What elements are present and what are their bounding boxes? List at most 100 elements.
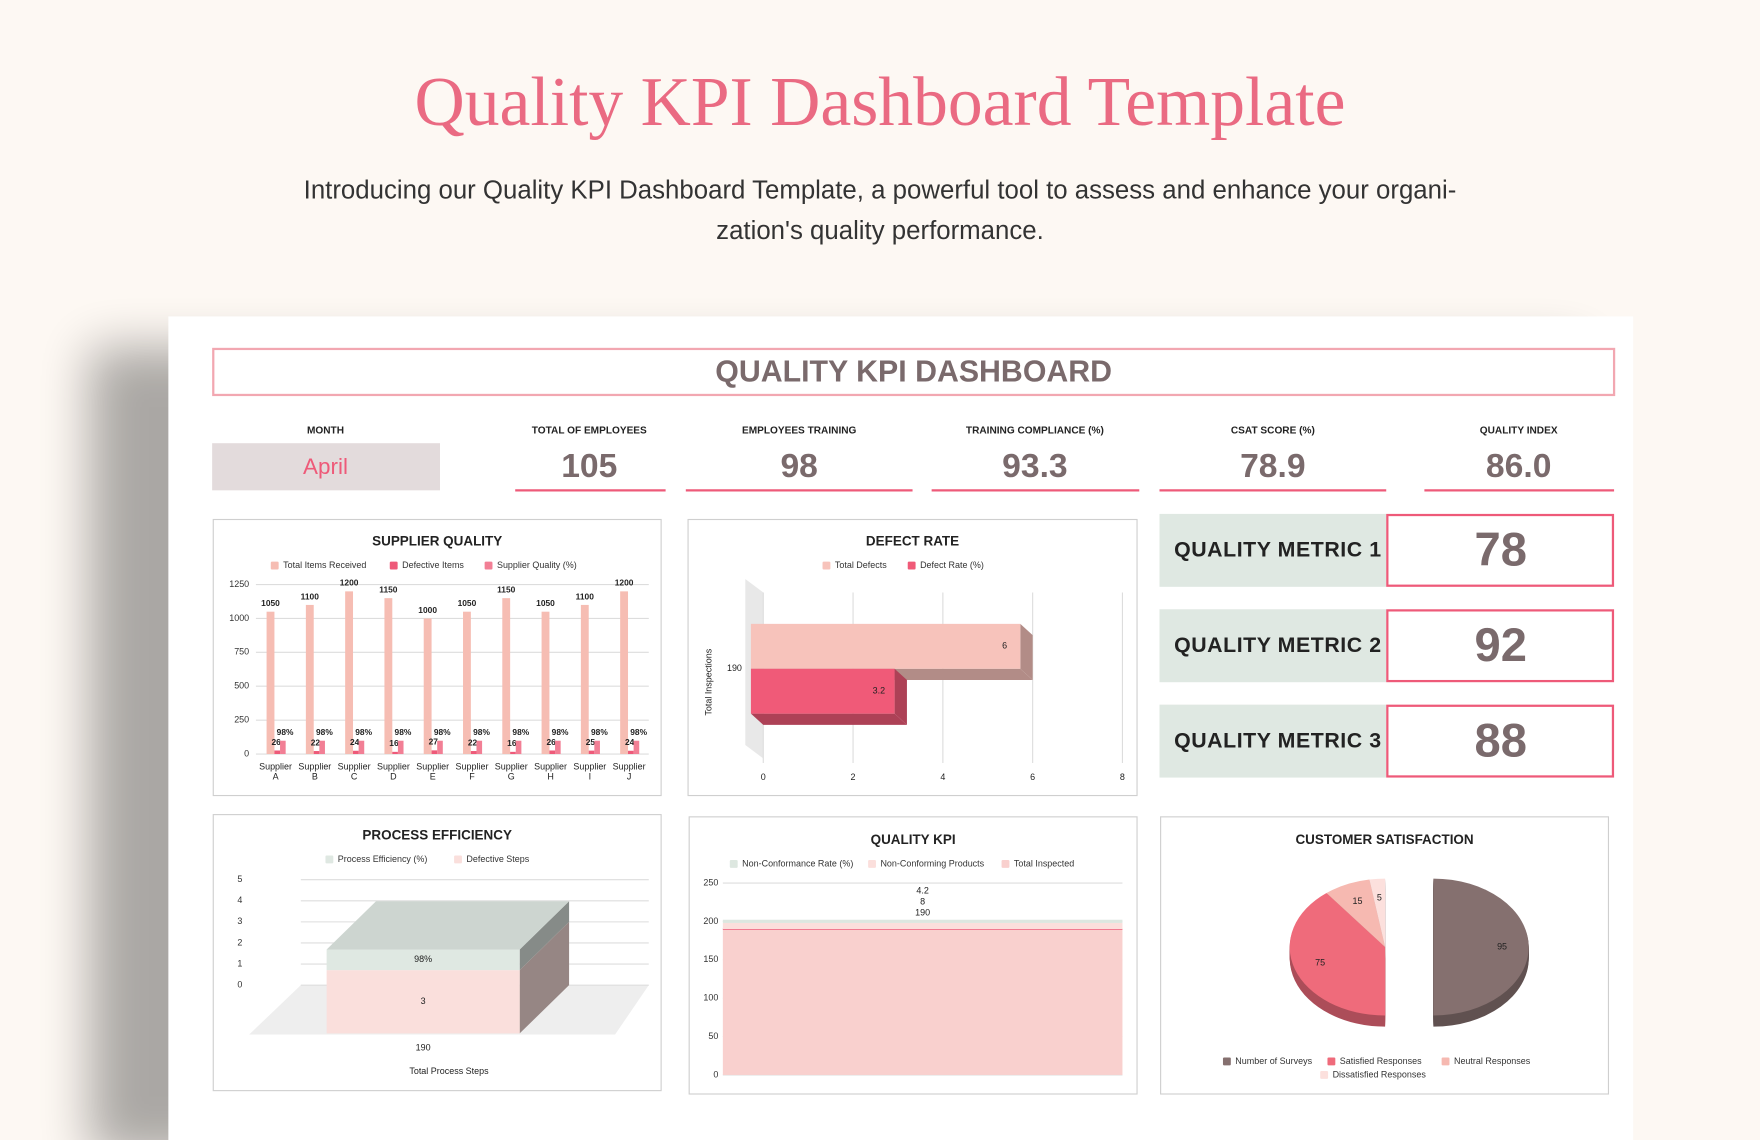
dashboard-header-box bbox=[212, 347, 1616, 397]
data-label: 3.2 bbox=[873, 686, 885, 696]
x-tick-label: 0 bbox=[761, 772, 766, 782]
data-label: 1200 bbox=[615, 578, 634, 588]
y-tick-label: 250 bbox=[234, 715, 249, 725]
data-label: 16 bbox=[389, 738, 399, 748]
data-label: 95 bbox=[1497, 941, 1507, 951]
legend-label: Total Items Received bbox=[283, 560, 366, 570]
legend-swatch bbox=[325, 855, 334, 864]
page-title: Quality KPI Dashboard Template bbox=[415, 64, 1346, 141]
kpi-label: TOTAL OF EMPLOYEES bbox=[532, 426, 647, 437]
bar bbox=[384, 598, 393, 755]
kpi-value: 105 bbox=[561, 448, 617, 485]
bar bbox=[541, 611, 550, 755]
x-tick-line: C bbox=[351, 772, 358, 782]
legend-swatch bbox=[1320, 1070, 1329, 1079]
month-box bbox=[212, 443, 440, 491]
bar bbox=[326, 970, 520, 1034]
area bbox=[722, 922, 1123, 930]
x-tick-line: Supplier bbox=[298, 762, 331, 772]
metric-value: 78 bbox=[1474, 523, 1526, 576]
data-label: 8 bbox=[920, 897, 925, 907]
metric-value-box bbox=[1386, 704, 1615, 778]
x-tick-label: Supplier A bbox=[259, 762, 292, 782]
legend-swatch bbox=[1222, 1057, 1231, 1066]
data-label: 98% bbox=[316, 727, 333, 737]
legend-label: Dissatisfied Responses bbox=[1333, 1069, 1427, 1079]
legend-label: Process Efficiency (%) bbox=[338, 854, 428, 864]
month-value: April bbox=[303, 454, 348, 479]
metric-value-box bbox=[1386, 513, 1615, 587]
legend-label: Non-Conforming Products bbox=[880, 858, 984, 868]
data-label: 98% bbox=[355, 727, 372, 737]
bar bbox=[470, 751, 477, 755]
kpi-label: CSAT SCORE (%) bbox=[1231, 426, 1315, 437]
y-tick-label: 3 bbox=[237, 916, 242, 926]
data-label: 3 bbox=[421, 996, 426, 1006]
pie-slice bbox=[1326, 879, 1386, 948]
bar bbox=[319, 740, 325, 755]
chart-title: DEFECT RATE bbox=[866, 534, 959, 549]
bar bbox=[588, 750, 595, 755]
data-label: 1100 bbox=[301, 591, 320, 601]
x-tick-label: 8 bbox=[1120, 772, 1125, 782]
data-label: 27 bbox=[429, 737, 439, 747]
legend-label: Number of Surveys bbox=[1235, 1056, 1312, 1066]
x-tick-label: Supplier F bbox=[456, 762, 489, 782]
bar bbox=[580, 604, 589, 755]
legend-swatch bbox=[822, 561, 831, 570]
legend-swatch bbox=[868, 860, 876, 868]
data-label: 16 bbox=[507, 738, 517, 748]
y-tick-label: 1000 bbox=[229, 613, 249, 623]
legend-label: Total Defects bbox=[835, 560, 887, 570]
y-tick-label: 150 bbox=[703, 954, 718, 964]
y-tick-label: 500 bbox=[234, 681, 249, 691]
chart-title: SUPPLIER QUALITY bbox=[372, 534, 502, 549]
bar bbox=[476, 740, 483, 755]
pie-slice bbox=[1369, 878, 1386, 948]
bar bbox=[510, 751, 516, 755]
data-label: 22 bbox=[311, 737, 321, 747]
metric-label-box bbox=[1159, 513, 1387, 587]
legend-swatch bbox=[1327, 1057, 1336, 1066]
y-tick-label: 0 bbox=[244, 748, 249, 758]
x-tick-line: A bbox=[273, 772, 279, 782]
data-label: 98% bbox=[277, 727, 294, 737]
legend-swatch bbox=[907, 561, 916, 570]
bar bbox=[266, 611, 275, 755]
x-tick-label: Supplier B bbox=[298, 762, 331, 782]
dashboard-title: QUALITY KPI DASHBOARD bbox=[715, 356, 1112, 389]
x-tick-line: I bbox=[589, 772, 592, 782]
data-label: 26 bbox=[546, 737, 556, 747]
kpi-label: EMPLOYEES TRAINING bbox=[742, 426, 857, 437]
x-tick-line: J bbox=[627, 772, 631, 782]
x-tick-line: Supplier bbox=[573, 762, 606, 772]
legend-swatch bbox=[389, 561, 398, 570]
data-label: 98% bbox=[395, 727, 412, 737]
kpi-value: 86.0 bbox=[1486, 448, 1552, 485]
data-label: 1100 bbox=[576, 591, 595, 601]
legend-label: Satisfied Responses bbox=[1340, 1056, 1422, 1066]
metric-label-box bbox=[1159, 704, 1387, 778]
y-tick-label: 5 bbox=[237, 874, 242, 884]
kpi-value: 78.9 bbox=[1240, 448, 1306, 485]
y-tick-label: 1250 bbox=[229, 579, 249, 589]
data-label: 1050 bbox=[458, 598, 477, 608]
bar-side bbox=[519, 921, 570, 1034]
bar bbox=[305, 604, 314, 755]
bar bbox=[555, 740, 561, 755]
bar bbox=[750, 668, 895, 714]
x-tick-line: Supplier bbox=[377, 762, 410, 772]
x-tick-line: Supplier bbox=[259, 762, 292, 772]
data-label: 15 bbox=[1353, 896, 1363, 906]
page-subtitle: zation's quality performance. bbox=[716, 217, 1044, 245]
x-tick-line: Supplier bbox=[456, 762, 489, 772]
x-axis-label: Total Process Steps bbox=[409, 1066, 489, 1076]
area bbox=[722, 919, 1123, 923]
y-tick-label: 2 bbox=[237, 937, 242, 947]
kpi-label: TRAINING COMPLIANCE (%) bbox=[966, 426, 1104, 437]
bar bbox=[463, 611, 471, 755]
metric-label-box bbox=[1159, 609, 1387, 683]
kpi-value: 93.3 bbox=[1002, 448, 1068, 485]
data-label: 190 bbox=[915, 908, 930, 918]
